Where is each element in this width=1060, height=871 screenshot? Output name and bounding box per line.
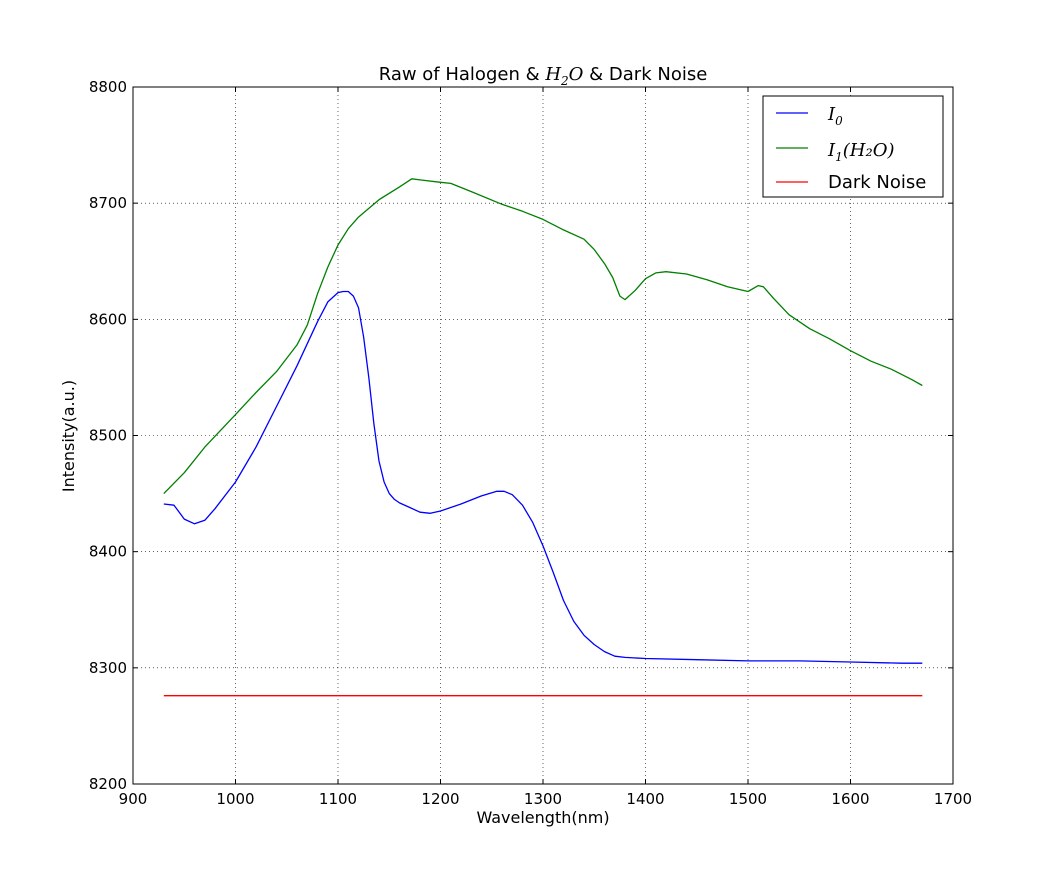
y-tick-label: 8300	[89, 659, 127, 677]
series-line-i1-h2o	[163, 178, 923, 495]
y-tick-label: 8500	[89, 427, 127, 445]
y-tick-label: 8600	[89, 310, 127, 328]
y-axis-label: Intensity(a.u.)	[59, 380, 78, 492]
x-tick-label: 1200	[421, 790, 459, 808]
x-tick-label: 1400	[626, 790, 664, 808]
y-tick-label: 8800	[89, 78, 127, 96]
x-tick-label: 1700	[934, 790, 972, 808]
x-tick-label: 900	[119, 790, 148, 808]
y-tick-label: 8400	[89, 543, 127, 561]
x-tick-label: 1000	[216, 790, 254, 808]
series-line-i0	[163, 290, 923, 664]
y-tick-label: 8700	[89, 194, 127, 212]
x-tick-label: 1500	[729, 790, 767, 808]
grid	[133, 87, 953, 784]
legend: I0 I1(H₂O) Dark Noise	[762, 95, 944, 198]
y-tick-label: 8200	[89, 775, 127, 793]
x-tick-label: 1100	[319, 790, 357, 808]
axis-ticks: 900 1000 1100 1200 1300 1400 1500 1600 1700 8200 8…	[89, 78, 972, 808]
legend-label-dark-noise: Dark Noise	[828, 172, 926, 193]
legend-label-i1: I1(H₂O)	[827, 140, 894, 164]
series-group	[163, 178, 923, 697]
legend-label-i0: I0	[827, 104, 843, 128]
x-axis-label: Wavelength(nm)	[476, 808, 609, 827]
chart-title: Raw of Halogen & H2O & Dark Noise	[379, 64, 708, 88]
x-tick-label: 1600	[831, 790, 869, 808]
x-tick-label: 1300	[524, 790, 562, 808]
